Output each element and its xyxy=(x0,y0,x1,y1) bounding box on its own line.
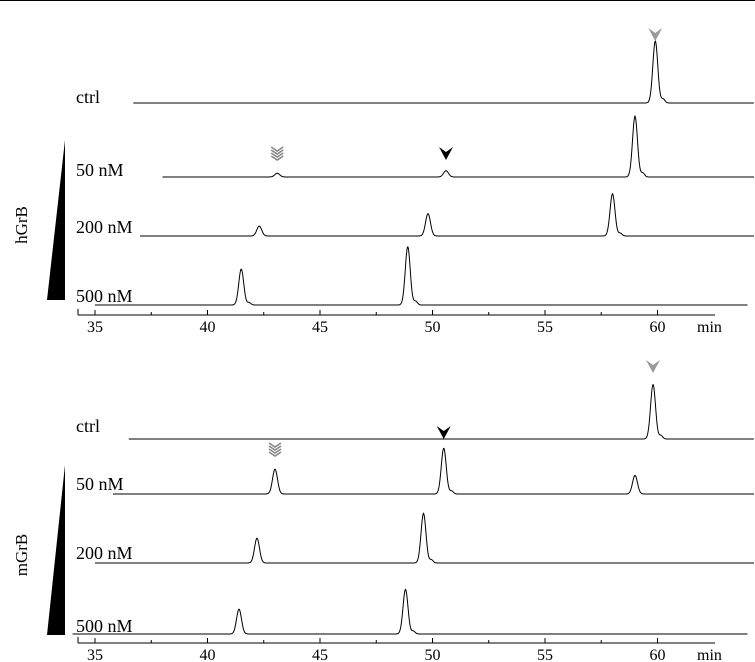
series-label: 50 nM xyxy=(76,160,124,180)
x-tick-label-60: 60 xyxy=(650,319,666,336)
x-tick-label-55: 55 xyxy=(537,647,553,662)
trace-500-nM xyxy=(72,588,748,635)
series-label: 50 nM xyxy=(76,474,124,494)
panel-hGrB: 35 40 45 50 55 60 min hGrB ctrl 50 nM 200 nM 500 nM xyxy=(12,28,754,336)
x-tick-label-45: 45 xyxy=(312,319,328,336)
x-tick-label-40: 40 xyxy=(200,647,216,662)
panel-mGrB: 35 40 45 50 55 60 min mGrB ctrl 50 nM 200 nM 500 nM xyxy=(12,360,754,662)
series-label: ctrl xyxy=(76,416,100,436)
peak-marker-striped xyxy=(268,445,282,451)
series-label: 200 nM xyxy=(76,217,133,237)
x-axis-unit: min xyxy=(697,319,722,336)
x-tick-label-45: 45 xyxy=(312,647,328,662)
peak-marker-striped xyxy=(270,155,284,161)
peak-marker xyxy=(436,426,451,439)
trace-50-nM xyxy=(113,447,754,495)
series-label: 500 nM xyxy=(76,286,133,306)
group-label-mGrB: mGrB xyxy=(12,534,31,577)
x-tick-label-35: 35 xyxy=(87,319,103,336)
concentration-wedge xyxy=(47,140,65,300)
peak-marker xyxy=(648,28,663,41)
peak-marker xyxy=(439,147,453,160)
series-label: 500 nM xyxy=(76,616,133,636)
x-tick-label-50: 50 xyxy=(425,647,441,662)
peak-marker-striped xyxy=(268,442,282,448)
peak-marker-striped xyxy=(270,152,284,158)
x-tick-label-35: 35 xyxy=(87,647,103,662)
trace-ctrl xyxy=(133,39,754,104)
group-label-hGrB: hGrB xyxy=(12,206,31,244)
trace-500-nM xyxy=(95,246,748,306)
x-axis-unit: min xyxy=(697,647,722,662)
trace-ctrl xyxy=(128,384,754,440)
x-tick-label-60: 60 xyxy=(650,647,666,662)
trace-200-nM xyxy=(140,192,754,237)
peak-marker-striped xyxy=(268,451,282,457)
series-label: 200 nM xyxy=(76,543,133,563)
peak-marker xyxy=(646,360,660,373)
x-tick-label-50: 50 xyxy=(425,319,441,336)
x-tick-label-55: 55 xyxy=(537,319,553,336)
concentration-wedge xyxy=(47,465,65,635)
peak-marker-striped xyxy=(268,448,282,454)
peak-marker-striped xyxy=(270,149,284,155)
peak-marker-striped xyxy=(270,146,284,152)
trace-200-nM xyxy=(95,512,754,564)
x-tick-label-40: 40 xyxy=(200,319,216,336)
series-label: ctrl xyxy=(76,87,100,107)
trace-50-nM xyxy=(162,114,754,178)
